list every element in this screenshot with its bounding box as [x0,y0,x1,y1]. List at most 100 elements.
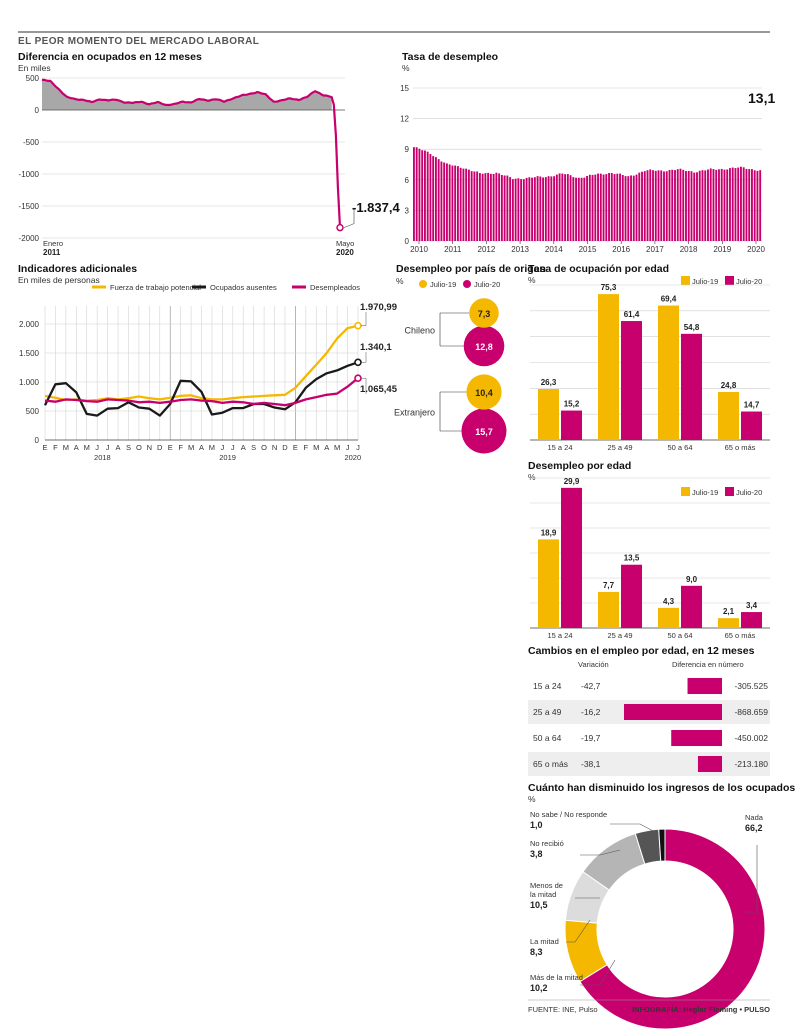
desempleo-bar [506,175,509,241]
desempleo-bar [432,156,435,241]
desempleo-bar [476,171,479,241]
indicadores-month-label: J [95,443,99,452]
desempleo-bar [550,176,553,241]
chart-pais: Desempleo por país de origen % Julio-19 J… [394,263,546,454]
desempleo-edad-bar-label: 18,9 [541,528,557,537]
pais-bubble-julio19 [466,374,502,410]
pais-legend-swatch [419,280,427,288]
indicadores-month-label: S [251,443,256,452]
cambios-age: 50 a 64 [533,733,562,743]
desempleo-bar [759,170,762,241]
desempleo-bar [503,175,506,241]
cambios-diferencia: -450.002 [734,733,768,743]
desempleo-bar [616,173,619,241]
desempleo-edad-bar-label: 7,7 [603,581,615,590]
desempleo-bar [434,157,437,241]
desempleo-bar [448,164,451,241]
desempleo-edad-category-label: 65 o más [725,631,756,640]
desempleo-bar [454,165,457,241]
desempleo-bar [715,169,718,241]
indicadores-month-label: D [157,443,163,452]
desempleo-bar [665,171,668,241]
desempleo-edad-legend-swatch [681,487,690,496]
indicadores-last-point [354,321,362,330]
desempleo-bar [569,175,572,241]
cambios-diferencia: -305.525 [734,681,768,691]
ingresos-slice-label: Más de la mitad [530,973,583,982]
desempleo-bar [487,172,490,241]
desempleo-ytick: 12 [400,115,409,124]
ingresos-slice-value: 1,0 [530,820,543,830]
desempleo-bar [462,168,465,241]
desempleo-bar [624,176,627,241]
ocupacion-bar [681,333,702,440]
desempleo-bar [591,174,594,241]
desempleo-bar [696,172,698,241]
desempleo-bar [756,170,759,241]
desempleo-edad-bar-label: 4,3 [663,597,675,606]
ocupados-ytick: -1500 [19,202,40,211]
desempleo-bar [745,168,748,241]
desempleo-year-label: 2013 [511,245,529,254]
pais-unit: % [396,276,404,286]
desempleo-edad-bar [681,585,702,628]
header-title: EL PEOR MOMENTO DEL MERCADO LABORAL [18,36,259,47]
desempleo-bar [544,177,547,241]
footer-source: FUENTE: INE, Pulso [528,1005,598,1014]
desempleo-bar [440,161,443,241]
desempleo-bar [443,162,446,241]
indicadores-year-label: 2020 [344,453,361,462]
pais-legend-label: Julio-20 [474,280,500,289]
desempleo-bar [720,168,723,241]
chart-desempleo-edad: Desempleo por edad % Julio-19 Julio-20 18,… [528,460,770,640]
desempleo-bar [649,169,652,241]
ocupados-ytick: 0 [35,106,40,115]
ocupacion-bar-label: 15,2 [564,400,580,409]
cambios-bar [671,730,722,746]
desempleo-bar [704,170,707,241]
ingresos-title: Cuánto han disminuido los ingresos de lo… [528,782,795,794]
indicadores-month-label: O [136,443,142,452]
ingresos-slice-label: La mitad [530,937,559,946]
desempleo-bar [668,170,671,241]
desempleo-bar [723,169,726,241]
desempleo-bar [657,170,660,241]
desempleo-bar [467,169,470,241]
desempleo-edad-category-label: 50 a 64 [667,631,692,640]
indicadores-series-line [43,361,359,417]
desempleo-edad-legend-label: Julio-19 [692,488,718,497]
ocupacion-bar [598,294,619,440]
desempleo-bar [610,173,613,241]
ingresos-slice-value: 8,3 [530,947,543,957]
indicadores-month-label: J [231,443,235,452]
indicadores-last-value: 1.340,1 [360,342,392,353]
desempleo-bar [426,151,429,241]
desempleo-bar [575,177,578,241]
desempleo-bar [583,177,586,241]
desempleo-bar [627,176,630,241]
ocupacion-bar-label: 75,3 [601,283,617,292]
desempleo-unit: % [402,63,410,73]
indicadores-last-point [354,358,362,367]
desempleo-bar [605,174,608,241]
desempleo-bar [707,169,709,241]
ingresos-slice-label: la mitad [530,890,556,899]
desempleo-bar [748,169,751,241]
desempleo-bar [709,168,712,241]
indicadores-title: Indicadores adicionales [18,263,137,275]
pais-title: Desempleo por país de origen [396,263,546,275]
ocupados-x-start: Enero [43,239,63,248]
ocupados-ytick: -2000 [19,234,40,243]
indicadores-ytick: 0 [35,436,40,445]
pais-category-label: Chileno [404,326,435,336]
desempleo-bar [564,174,567,241]
table-cambios: Cambios en el empleo por edad, en 12 mes… [528,645,770,776]
ocupados-x-end: Mayo [336,239,354,248]
chart-ingresos: Cuánto han disminuido los ingresos de lo… [528,782,795,1030]
cambios-header-variacion: Variación [578,660,609,669]
desempleo-year-label: 2018 [680,245,698,254]
indicadores-month-label: A [241,443,246,452]
desempleo-ytick: 15 [400,84,409,93]
desempleo-edad-bar-label: 2,1 [723,607,735,616]
desempleo-title: Tasa de desempleo [402,51,498,63]
